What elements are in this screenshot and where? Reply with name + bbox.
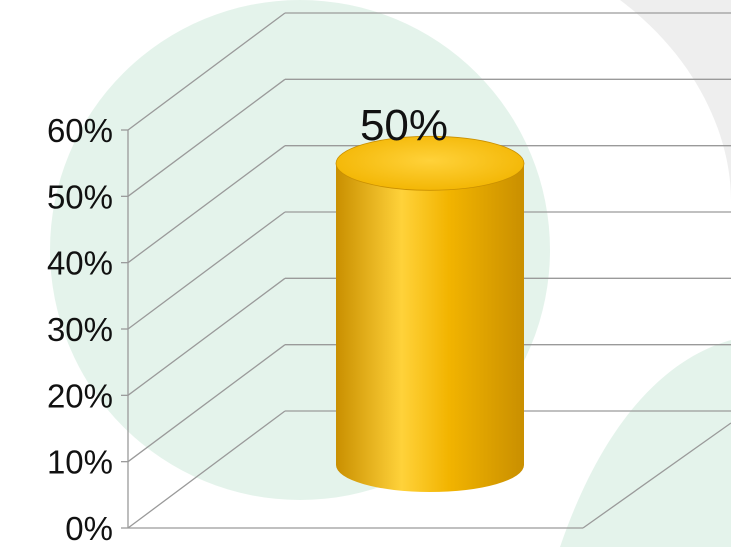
y-axis: 0% 10% 20% 30% 40% 50% 60% (47, 112, 113, 547)
data-labels: 50% (360, 101, 448, 150)
y-tick-label: 0% (65, 510, 113, 547)
gridline-diagonal (127, 344, 286, 463)
y-tick-label: 10% (47, 444, 113, 481)
y-tick-label: 50% (47, 178, 113, 215)
gridline-diagonal (127, 145, 286, 264)
bar-data-label: 50% (360, 101, 448, 150)
bar-cylinder-body (336, 163, 524, 493)
gridline-diagonal (127, 211, 286, 330)
gridline-diagonal (127, 78, 286, 197)
y-tick-label: 60% (47, 112, 113, 149)
watermark-corner (620, 0, 731, 200)
bars (335, 135, 525, 493)
gridline-diagonal (127, 410, 286, 529)
y-tick-label: 30% (47, 311, 113, 348)
bar-cylinder-top (335, 135, 525, 191)
gridline-diagonal (127, 277, 286, 396)
y-tick-label: 40% (47, 245, 113, 282)
y-tick-label: 20% (47, 377, 113, 414)
gridline-diagonal (127, 12, 286, 131)
watermark-curve (560, 340, 731, 547)
floor-right-edge (582, 422, 731, 529)
